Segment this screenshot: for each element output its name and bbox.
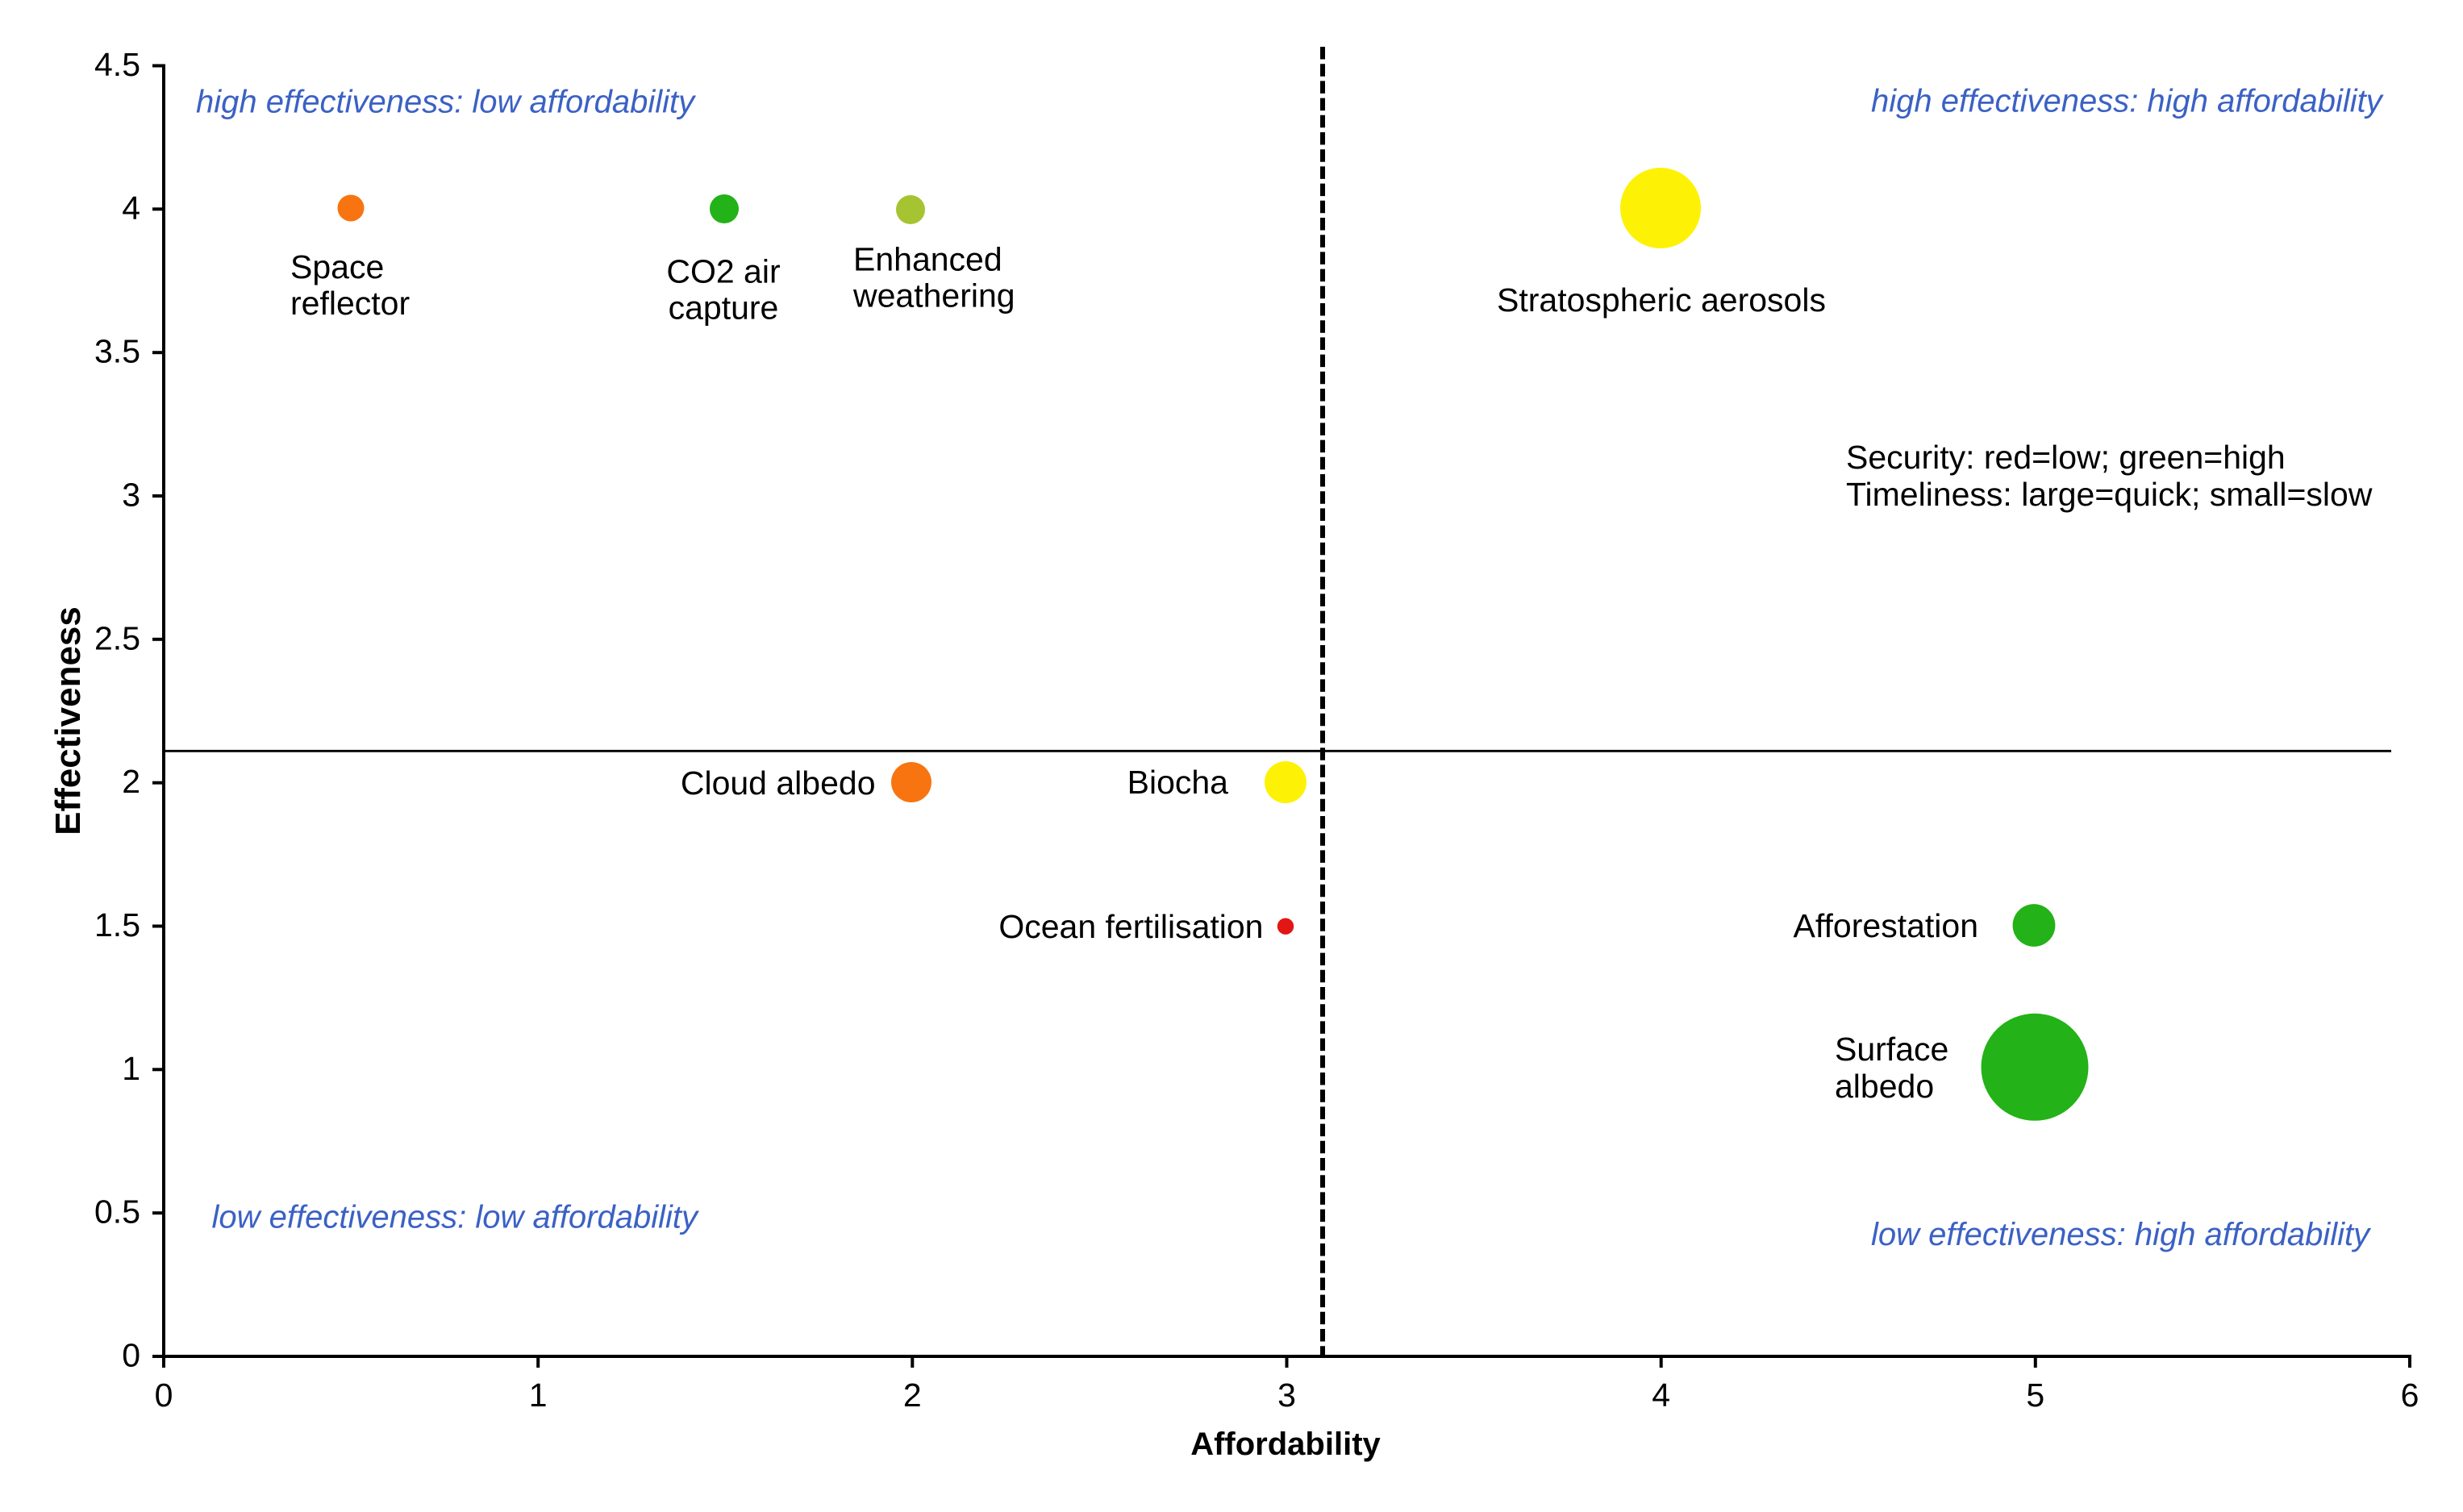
svg-text:Ocean fertilisation: Ocean fertilisation — [998, 908, 1263, 945]
svg-text:Stratospheric aerosols: Stratospheric aerosols — [1497, 281, 1826, 319]
svg-text:reflector: reflector — [290, 285, 410, 322]
svg-text:3.5: 3.5 — [94, 333, 140, 370]
svg-text:0: 0 — [122, 1337, 140, 1374]
svg-text:2.5: 2.5 — [94, 619, 140, 656]
svg-text:0: 0 — [155, 1377, 173, 1414]
svg-text:Effectiveness: Effectiveness — [48, 606, 88, 835]
svg-text:Affordability: Affordability — [1190, 1427, 1381, 1462]
svg-text:Biocha: Biocha — [1127, 764, 1229, 801]
svg-text:Enhanced: Enhanced — [853, 241, 1002, 278]
svg-text:Space: Space — [290, 248, 384, 285]
svg-text:1: 1 — [529, 1377, 548, 1414]
svg-text:albedo: albedo — [1835, 1068, 1934, 1105]
svg-text:Afforestation: Afforestation — [1794, 907, 1978, 944]
svg-text:high effectiveness: high affor: high effectiveness: high affordability — [1871, 84, 2385, 119]
svg-text:CO2 air: CO2 air — [666, 253, 780, 290]
svg-text:4: 4 — [122, 190, 140, 227]
svg-text:3: 3 — [122, 477, 140, 514]
svg-text:Surface: Surface — [1835, 1031, 1948, 1068]
svg-text:4: 4 — [1652, 1377, 1670, 1414]
svg-text:6: 6 — [2401, 1377, 2419, 1414]
svg-text:1: 1 — [122, 1050, 140, 1087]
svg-text:low effectiveness: low afforda: low effectiveness: low affordability — [212, 1199, 701, 1235]
svg-text:capture: capture — [669, 289, 779, 327]
svg-text:Timeliness: large=quick; small: Timeliness: large=quick; small=slow — [1846, 476, 2373, 513]
svg-text:5: 5 — [2026, 1377, 2044, 1414]
svg-text:2: 2 — [903, 1377, 922, 1414]
svg-text:weathering: weathering — [852, 277, 1015, 314]
svg-text:Security: red=low; green=high: Security: red=low; green=high — [1846, 439, 2286, 476]
svg-text:0.5: 0.5 — [94, 1193, 140, 1231]
svg-text:2: 2 — [122, 763, 140, 800]
svg-text:low effectiveness: high afford: low effectiveness: high affordability — [1871, 1217, 2372, 1252]
svg-text:Cloud albedo: Cloud albedo — [681, 764, 876, 802]
svg-text:1.5: 1.5 — [94, 906, 140, 943]
svg-text:3: 3 — [1277, 1377, 1296, 1414]
svg-text:high effectiveness: low afford: high effectiveness: low affordability — [196, 85, 697, 120]
svg-text:4.5: 4.5 — [94, 46, 140, 83]
